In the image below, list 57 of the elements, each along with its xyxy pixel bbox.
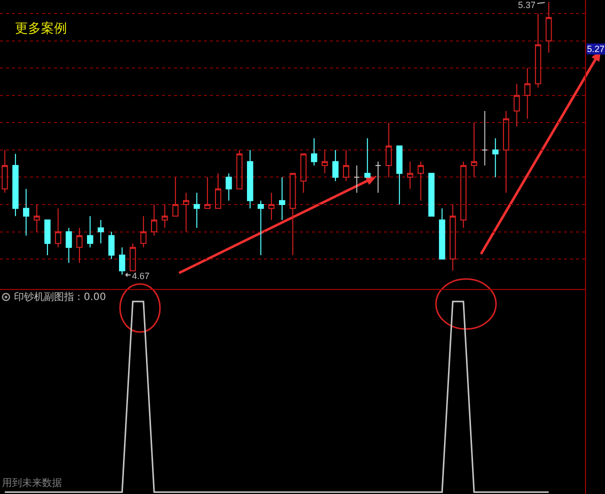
annotation: 4.67: [132, 271, 150, 281]
candlestick: [215, 172, 222, 209]
candlestick: [374, 161, 382, 194]
candlestick: [76, 227, 83, 264]
candlestick: [2, 149, 8, 194]
candlestick: [460, 161, 467, 228]
candlestick: [140, 216, 147, 248]
candlestick: [55, 208, 62, 248]
candlestick: [310, 138, 318, 166]
candlestick: [23, 188, 30, 236]
candlestick: [194, 192, 200, 228]
candlestick: [226, 172, 232, 202]
candlestick: [428, 172, 435, 217]
candlestick: [354, 165, 360, 194]
candlestick: [246, 149, 254, 209]
candlestick: [396, 146, 403, 205]
candlestick: [514, 83, 520, 128]
annotation: 用到未来数据: [2, 477, 62, 489]
candlestick: [204, 176, 211, 209]
text: 5.27: [587, 44, 605, 54]
candlestick: [183, 192, 190, 232]
candlestick: [278, 176, 286, 221]
candlestick: [172, 176, 179, 217]
candlestick: [546, 1, 552, 54]
candlestick: [268, 192, 275, 221]
candlestick: [98, 220, 104, 244]
candlestick: [502, 110, 510, 194]
candlestick: [332, 149, 339, 182]
candlestick: [450, 204, 456, 272]
candlestick: [290, 172, 296, 256]
candlestick: [130, 242, 136, 272]
candlestick: [34, 204, 40, 232]
candlestick: [438, 208, 446, 260]
candlestick: [524, 68, 531, 120]
candlestick: [534, 13, 542, 88]
candlestick: [342, 149, 350, 182]
candlestick: [44, 220, 51, 256]
candlestick: [162, 204, 168, 228]
candlestick: [108, 231, 115, 260]
annotation: 5.37: [518, 0, 536, 10]
candlestick: [386, 122, 392, 178]
candlestick: [322, 149, 328, 174]
candlestick: [492, 138, 499, 178]
candlestick: [151, 204, 158, 236]
candlestick: [364, 138, 371, 178]
chart-title: 印钞机副图指 : 0.00: [14, 291, 106, 303]
text: 更多案例: [15, 20, 68, 37]
candlestick: [470, 122, 478, 178]
candlestick: [406, 161, 414, 190]
candlestick: [482, 110, 488, 166]
candlestick: [236, 149, 243, 190]
candlestick: [66, 227, 72, 264]
candlestick: [418, 161, 424, 202]
candlestick: [12, 153, 19, 217]
candlestick: [87, 216, 94, 248]
candlestick: [300, 153, 307, 194]
candlestick: [258, 200, 264, 256]
